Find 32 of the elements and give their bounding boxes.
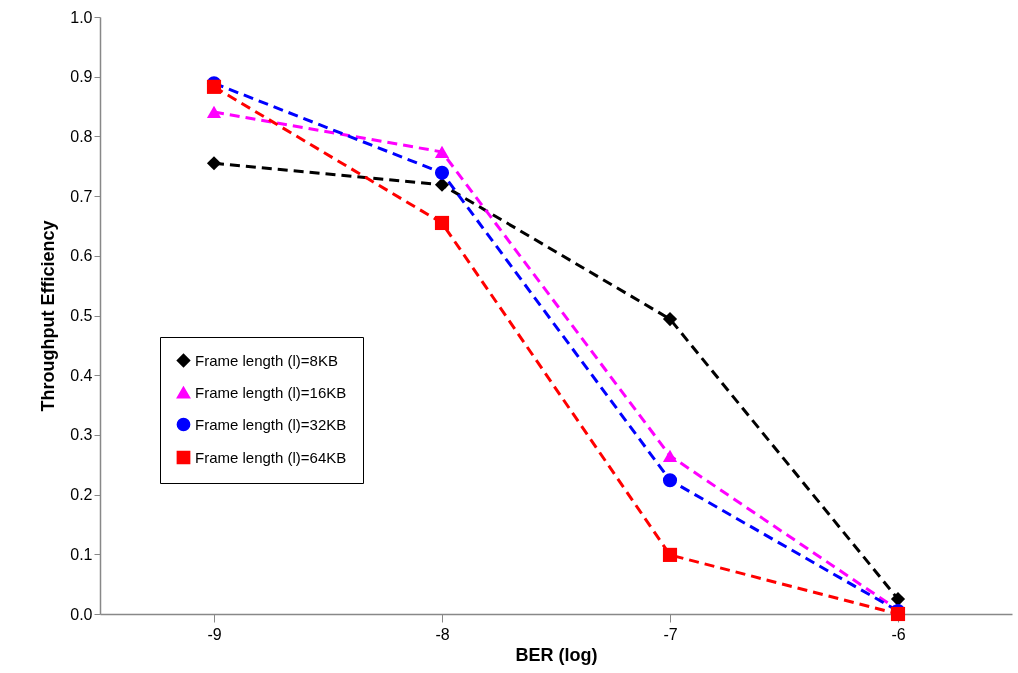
y-tick-label: 0.7 — [70, 187, 93, 205]
point — [434, 145, 450, 159]
point — [434, 215, 450, 231]
y-tick-label: 1.0 — [70, 8, 93, 26]
point — [662, 449, 678, 462]
y-tick-label: 0.0 — [70, 605, 93, 623]
legend-label: Frame length (l)=32KB — [195, 415, 347, 433]
y-tick-label: 0.2 — [70, 486, 93, 504]
point — [662, 547, 678, 562]
x-tick-label: -9 — [207, 625, 222, 643]
point — [662, 312, 678, 327]
x-tick-label: -7 — [663, 625, 678, 643]
point — [662, 473, 678, 488]
y-tick-label: 0.5 — [70, 307, 93, 324]
x-axis-title: BER (log) — [515, 644, 598, 665]
y-tick-label: 0.9 — [70, 68, 93, 86]
y-tick-label: 0.1 — [70, 545, 93, 563]
point — [434, 177, 450, 192]
point — [206, 156, 222, 171]
point — [890, 592, 906, 607]
y-axis-title: Throughput Efficiency — [38, 220, 59, 412]
y-tick-label: 0.6 — [70, 247, 93, 265]
y-tick-label: 0.3 — [70, 426, 93, 444]
point — [434, 165, 450, 180]
legend-label: Frame length (l)=64KB — [195, 448, 347, 466]
x-tick-label: -8 — [435, 625, 450, 643]
y-tick-label: 0.4 — [70, 366, 93, 384]
legend-label: Frame length (l)=16KB — [195, 383, 347, 401]
x-tick-label: -6 — [891, 625, 906, 643]
point — [206, 105, 222, 119]
legend-label: Frame length (l)=8KB — [195, 351, 338, 369]
y-tick-label: 0.8 — [70, 127, 93, 145]
